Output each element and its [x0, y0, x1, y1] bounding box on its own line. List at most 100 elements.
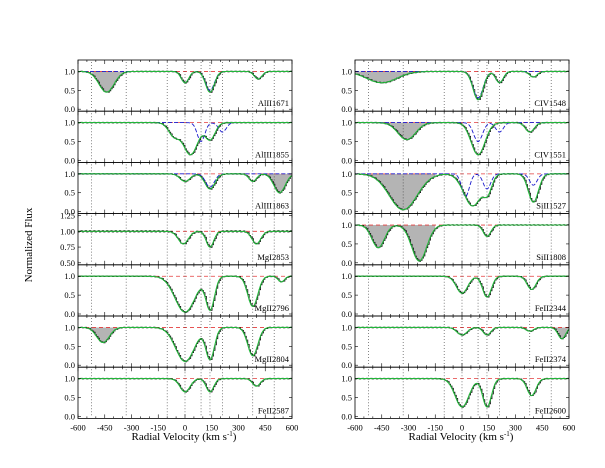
panel-mgii2804: 0.0 0.5 1.0 MgII2804: [64, 315, 293, 370]
fit-curve: [78, 326, 292, 362]
fit-curve: [78, 122, 292, 156]
y-tick-label: 1.0: [64, 271, 75, 281]
y-tick-label: 1.0: [64, 322, 75, 332]
y-tick-label: 0.5: [341, 239, 352, 249]
transition-label: FeII2374: [535, 354, 567, 364]
fit-curve: [355, 173, 569, 211]
transition-label: SiII1808: [536, 252, 566, 262]
y-tick-label: 1.0: [64, 374, 75, 384]
y-tick-label: 0.5: [341, 341, 352, 351]
y-tick-label: 0.75: [60, 242, 75, 252]
masked-region-5-0: [88, 327, 130, 343]
transition-label: CIV1548: [534, 98, 566, 108]
panel-feii2374: 0.0 0.5 1.0 FeII2374: [341, 315, 570, 370]
fit-curve: [354, 70, 569, 101]
y-tick-label: 1.0: [341, 322, 352, 332]
transition-label: AlIII1855: [255, 149, 289, 159]
y-tick-label: 1.0: [64, 66, 75, 76]
transition-label: CIV1551: [534, 149, 566, 159]
panel-alii1671: 0.0 0.5 1.0 AlII1671: [64, 59, 293, 114]
x-axis-label-right: Radial Velocity (km s-1): [409, 430, 514, 443]
y-tick-label: 1.25: [60, 211, 75, 221]
x-tick-label-right: 600: [563, 422, 576, 432]
y-tick-label: 0.5: [64, 290, 75, 300]
data-histogram: [78, 377, 292, 393]
y-tick-label: 1.0: [341, 220, 352, 230]
transition-label: MgII2804: [255, 354, 290, 364]
x-axis-label-left-sup: -1: [227, 430, 233, 438]
data-histogram: [355, 326, 569, 340]
panel-feii2344: 0.0 0.5 1.0 FeII2344: [341, 264, 570, 319]
fit-curve: [78, 173, 293, 194]
y-tick-label: 1.00: [60, 226, 75, 236]
fit-curve: [78, 378, 292, 393]
panel-grid: 0.00.51.0AlII16710.00.51.0AlIII18550.00.…: [60, 59, 576, 432]
masked-region-7-0: [355, 71, 457, 83]
x-axis-label-right-text: Radial Velocity (km s: [409, 431, 504, 443]
x-tick-label-left: 150: [205, 422, 218, 432]
masked-region-2-0: [265, 173, 292, 193]
fit-curve: [355, 326, 570, 340]
fit-curve: [78, 230, 292, 248]
y-tick-label: 0.5: [64, 188, 75, 198]
transition-label: AlII1671: [258, 98, 289, 108]
fit-curve: [355, 122, 569, 156]
panel-civ1551: 0.0 0.5 1.0 CIV1551: [341, 110, 570, 165]
y-tick-label: 0.0: [64, 207, 75, 217]
y-tick-label: 0.0: [64, 411, 75, 421]
transition-label: FeII2344: [535, 303, 567, 313]
y-tick-label: 0.0: [341, 104, 352, 114]
y-tick-label: 0.0: [341, 309, 352, 319]
transition-label: MgI2853: [257, 252, 289, 262]
x-tick-label-right: 0: [460, 422, 464, 432]
data-histogram: [78, 230, 292, 248]
y-tick-label: 1.0: [341, 374, 352, 384]
y-tick-label: 0.50: [60, 258, 75, 268]
fit-curve: [355, 378, 569, 408]
x-tick-label-left: 450: [259, 422, 272, 432]
y-tick-label: 0.5: [341, 85, 352, 95]
x-tick-label-left: -300: [124, 422, 140, 432]
panel-siii1527: 0.0 0.5 1.0 SiII1527: [341, 161, 570, 217]
model-curve: [355, 122, 569, 142]
x-tick-label-right: -600: [347, 422, 363, 432]
x-tick-label-left: 600: [286, 422, 299, 432]
y-tick-label: 0.0: [64, 104, 75, 114]
transition-label: FeII2587: [258, 405, 289, 415]
panel-aliii1855: 0.0 0.5 1.0 AlIII1855: [64, 110, 293, 165]
y-tick-label: 0.5: [64, 393, 75, 403]
y-tick-label: 0.5: [341, 393, 352, 403]
y-tick-label: 1.0: [341, 271, 352, 281]
panel-feii2600: 0.0 0.5 1.0 FeII2600: [341, 366, 570, 421]
panel-siii1808: 0.0 0.5 1.0 SiII1808: [341, 213, 570, 268]
y-tick-label: 0.0: [341, 258, 352, 268]
y-tick-label: 1.0: [341, 118, 352, 128]
x-tick-label-right: 150: [482, 422, 495, 432]
x-tick-label-left: -600: [70, 422, 86, 432]
y-tick-label: 1.0: [341, 169, 352, 179]
y-tick-label: 0.0: [64, 309, 75, 319]
transition-label: FeII2600: [535, 405, 566, 415]
y-tick-label: 0.0: [341, 360, 352, 370]
y-tick-label: 0.5: [64, 137, 75, 147]
y-axis-label: Normalized Flux: [23, 207, 35, 282]
x-axis-label-left-text: Radial Velocity (km s: [132, 431, 227, 443]
fit-curve: [355, 275, 569, 298]
x-axis-label-left-close: ): [233, 431, 237, 443]
y-tick-label: 1.0: [341, 66, 352, 76]
transition-label: SiII1527: [536, 201, 566, 211]
panel-mgii2796: 0.0 0.5 1.0 MgII2796: [64, 264, 293, 319]
x-tick-label-right: 450: [536, 422, 549, 432]
y-tick-label: 0.5: [64, 85, 75, 95]
x-tick-label-right: -150: [427, 422, 443, 432]
panel-aliii1863: 0.0 0.5 1.0 AlIII1863: [64, 161, 293, 217]
y-tick-label: 0.5: [341, 137, 352, 147]
y-tick-label: 0.5: [64, 341, 75, 351]
data-histogram: [355, 173, 569, 211]
panel-feii2587: 0.0 0.5 1.0 FeII2587: [64, 366, 293, 421]
y-tick-label: 1.0: [64, 169, 75, 179]
panel-civ1548: 0.0 0.5 1.0 CIV1548: [341, 59, 570, 114]
y-tick-label: 1.0: [64, 118, 75, 128]
x-tick-label-left: 0: [183, 422, 187, 432]
